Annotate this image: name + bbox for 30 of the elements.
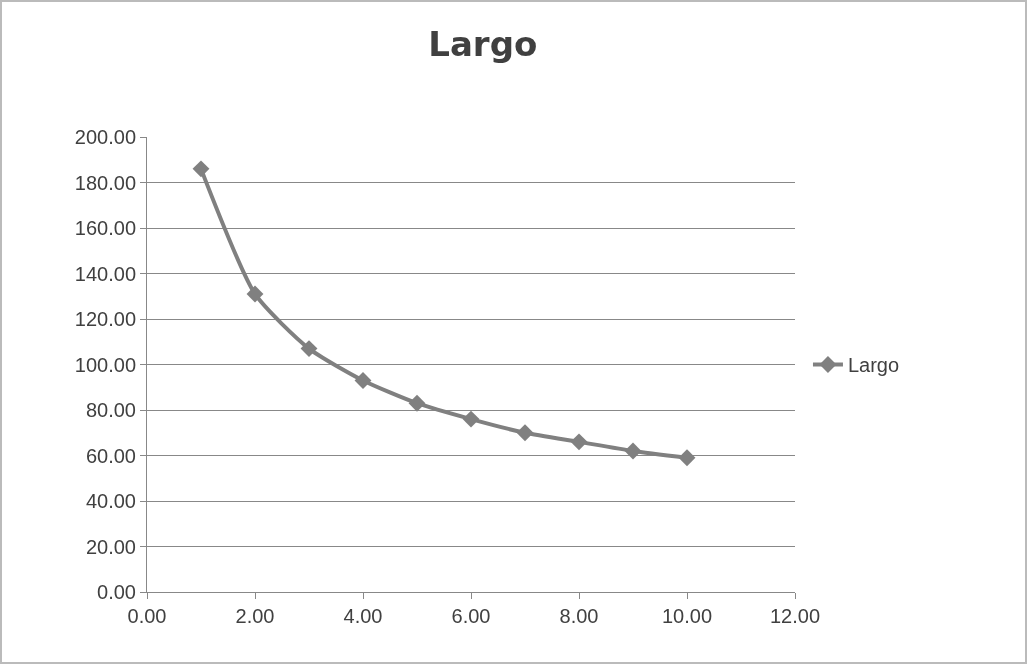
x-tick-label: 4.00 — [343, 605, 383, 627]
point — [462, 410, 480, 428]
point — [570, 433, 588, 451]
y-tick-label: 180.00 — [74, 171, 136, 194]
point — [354, 371, 372, 389]
x-tick-label: 8.00 — [559, 605, 599, 627]
x-tick-label: 12.00 — [769, 605, 821, 627]
y-tick-label: 0.00 — [97, 581, 136, 603]
point — [516, 424, 534, 442]
point — [624, 442, 642, 460]
y-tick-label: 160.00 — [74, 217, 136, 239]
chart-title: Largo — [428, 23, 538, 64]
legend-label: Largo — [847, 354, 900, 377]
point — [192, 160, 210, 178]
y-tick-label: 60.00 — [85, 444, 136, 467]
point — [678, 449, 696, 467]
x-tick-label: 10.00 — [661, 605, 713, 627]
y-tick-label: 100.00 — [74, 353, 136, 376]
x-tick-label: 0.00 — [127, 605, 167, 627]
x-tick-label: 2.00 — [235, 605, 275, 627]
point — [246, 285, 264, 303]
y-tick-label: 140.00 — [74, 262, 136, 285]
y-tick-label: 80.00 — [85, 399, 136, 421]
y-tick-label: 20.00 — [85, 535, 136, 558]
point — [300, 340, 318, 358]
y-tick-label: 40.00 — [85, 490, 136, 512]
y-tick-label: 120.00 — [74, 308, 136, 330]
point — [408, 394, 426, 412]
y-tick-label: 200.00 — [74, 126, 136, 148]
x-tick-label: 6.00 — [451, 605, 491, 627]
